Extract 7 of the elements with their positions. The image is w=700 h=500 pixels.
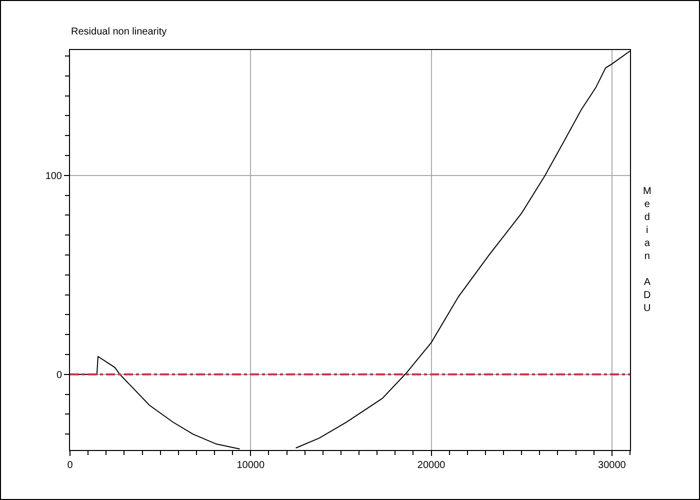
chart-title: Residual non linearity — [71, 26, 167, 38]
x-tick-label: 30000 — [598, 460, 626, 471]
x-tick-label: 20000 — [417, 460, 446, 471]
text: Median ADU — [643, 186, 652, 314]
y-tick-label: 100 — [45, 170, 62, 182]
x-tick-label: 10000 — [236, 460, 265, 471]
x-tick-label: 0 — [67, 460, 74, 471]
